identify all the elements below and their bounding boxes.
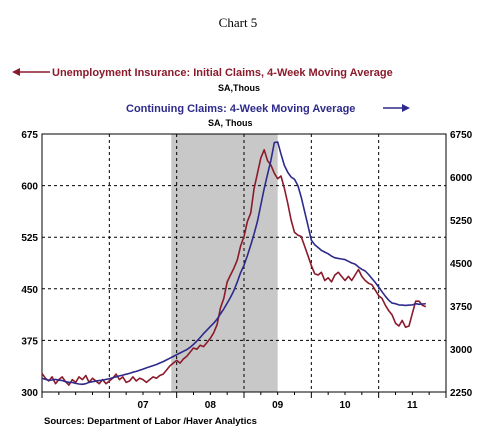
y-left-tick-label: 525 (21, 233, 38, 244)
y-right-tick-label: 6000 (450, 173, 473, 184)
recession-shading (171, 134, 278, 392)
legend-initial-arrow-head (12, 68, 20, 76)
y-left-tick-label: 675 (21, 130, 38, 141)
y-right-tick-label: 5250 (450, 216, 473, 227)
legend-continuing-claims: Continuing Claims: 4-Week Moving Average… (126, 103, 410, 128)
y-right-tick-label: 3750 (450, 302, 473, 313)
y-left-tick-label: 450 (21, 285, 38, 296)
legend-continuing-arrow-head (402, 104, 410, 112)
x-tick-label: 10 (339, 400, 351, 411)
series-line-continuing-claims (41, 141, 426, 386)
source-note: Sources: Department of Labor /Haver Anal… (44, 416, 257, 427)
y-right-tick-label: 2250 (450, 388, 473, 399)
y-left-tick-label: 375 (21, 336, 38, 347)
x-tick-label: 09 (272, 400, 284, 411)
legend-continuing-label: Continuing Claims: 4-Week Moving Average (126, 103, 355, 115)
legend-initial-label: Unemployment Insurance: Initial Claims, … (52, 67, 393, 79)
y-right-tick-label: 6750 (450, 130, 473, 141)
x-tick-label: 08 (205, 400, 217, 411)
legend-initial-claims: Unemployment Insurance: Initial Claims, … (12, 67, 393, 93)
plot-area: 300 375 450 525 600 675 2250 3000 3750 4500 5250 60… (21, 130, 472, 411)
legend-initial-unit: SA,Thous (218, 83, 260, 93)
x-tick-label: 07 (137, 400, 149, 411)
y-right-tick-label: 4500 (450, 259, 473, 270)
chart-title: Chart 5 (219, 15, 258, 30)
y-left-tick-label: 300 (21, 388, 38, 399)
series-line-initial-claims (41, 149, 427, 386)
y-left-tick-label: 600 (21, 182, 38, 193)
x-tick-label: 11 (407, 400, 418, 411)
legend-continuing-unit: SA, Thous (208, 118, 253, 128)
y-right-tick-label: 3000 (450, 345, 473, 356)
